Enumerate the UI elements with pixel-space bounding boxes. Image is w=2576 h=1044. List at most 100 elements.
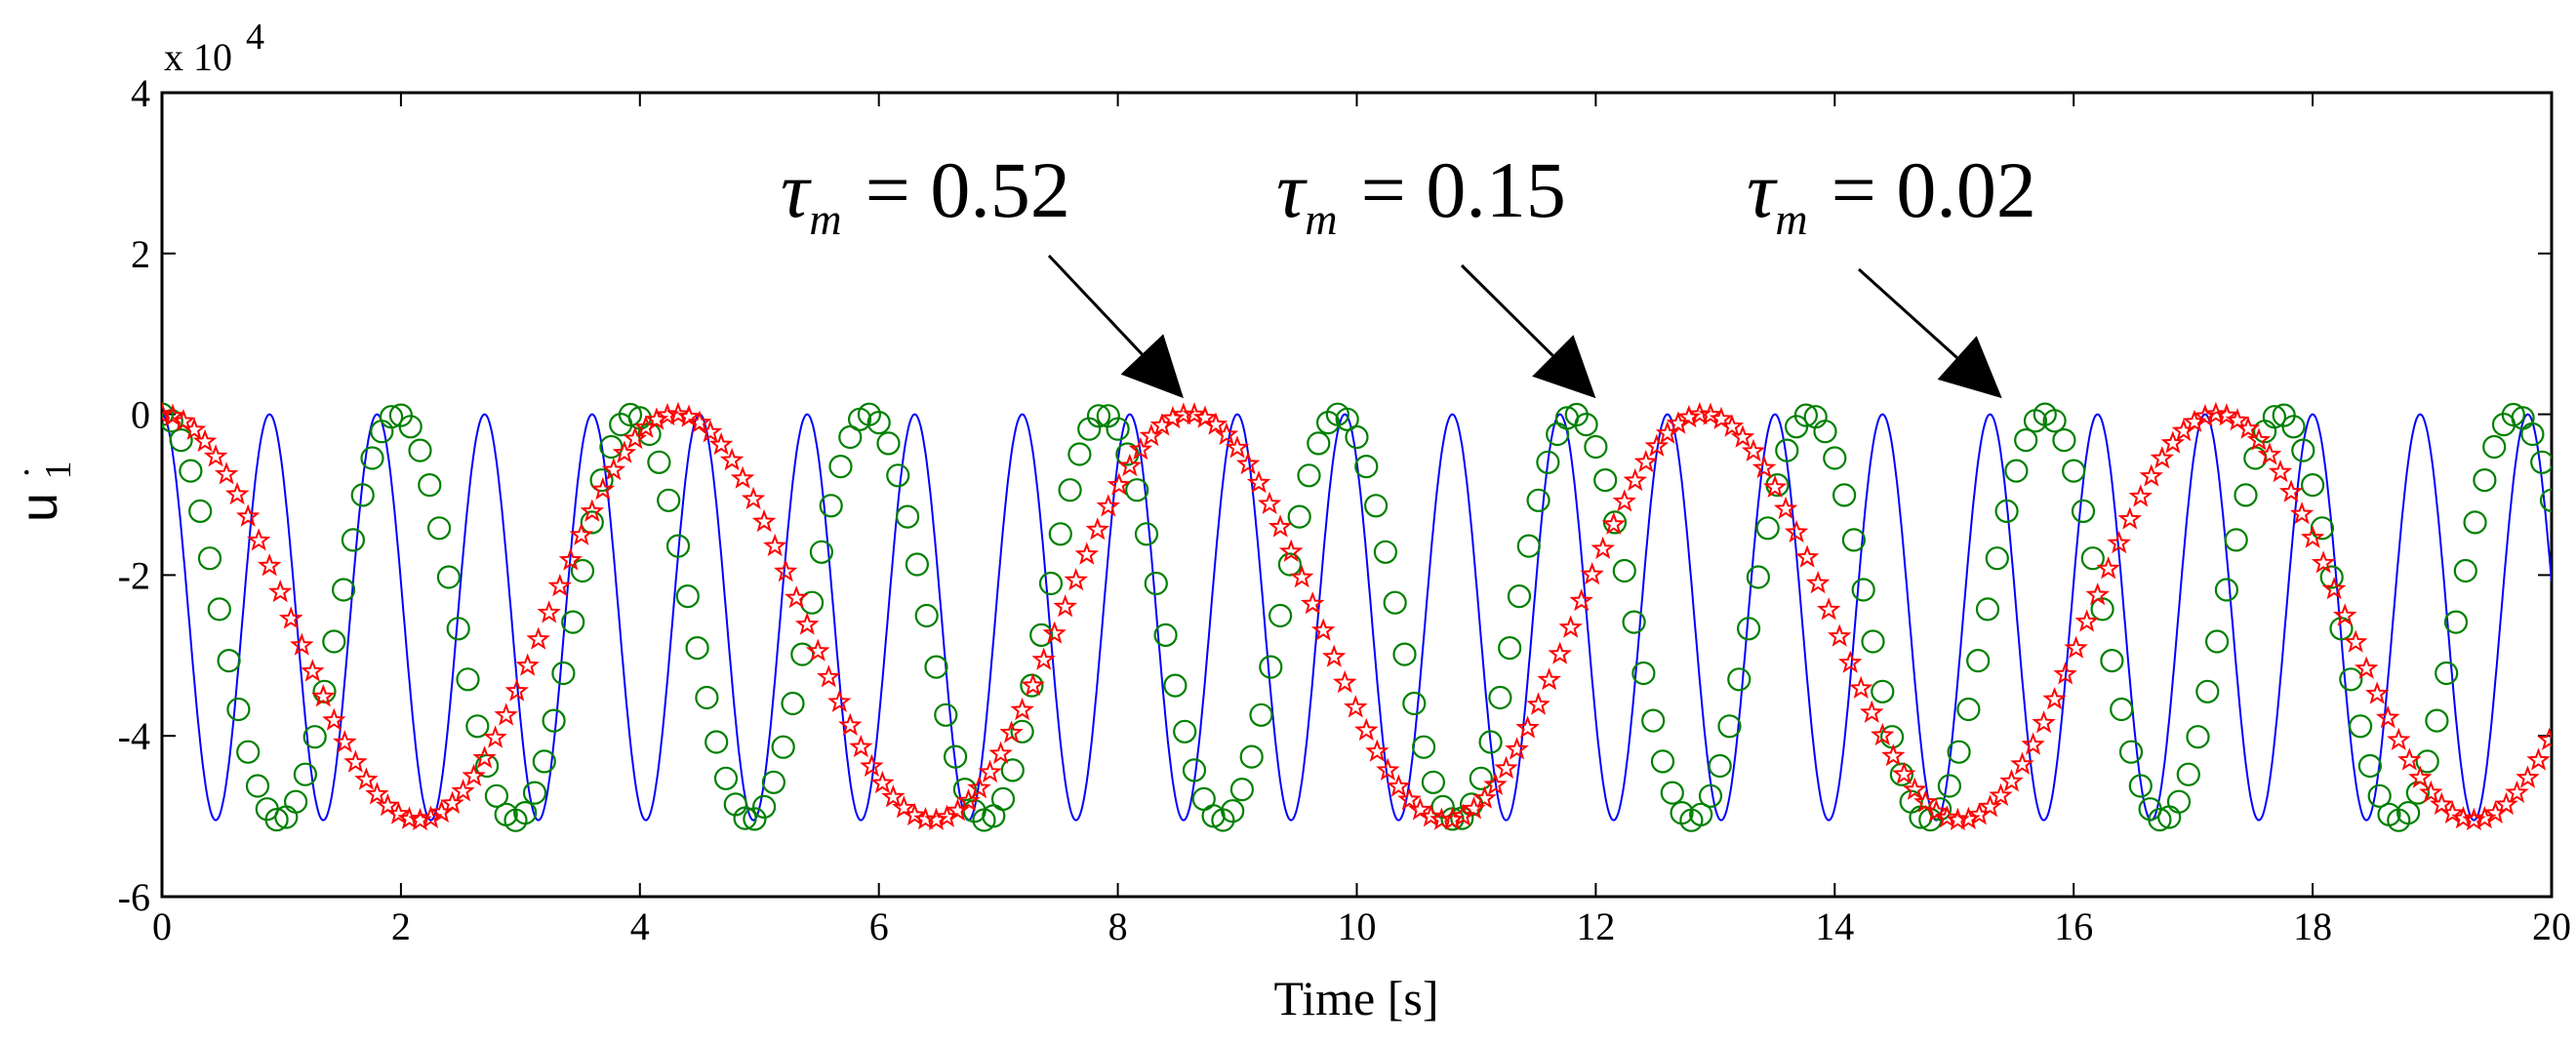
circle-point	[484, 783, 508, 808]
annotation-arrow-shaft	[1460, 263, 1554, 357]
star-point	[1773, 496, 1798, 520]
star-point	[1698, 402, 1723, 425]
circle-point	[2301, 473, 2325, 498]
star-point	[1827, 623, 1852, 647]
circle-point	[2291, 438, 2315, 462]
star-point	[301, 659, 325, 682]
star-point	[988, 741, 1013, 765]
star-point	[2160, 430, 2186, 454]
circle-point	[1373, 540, 1398, 564]
star-point	[1085, 517, 1110, 541]
series-layer	[162, 401, 2552, 832]
circle-point	[1020, 673, 1044, 698]
circle-point	[1746, 565, 1771, 589]
star-point	[1289, 565, 1314, 588]
y-tick-label: 4	[131, 71, 150, 115]
star-point	[730, 465, 755, 489]
circle-point	[1249, 703, 1273, 727]
circle-point	[1086, 404, 1111, 428]
circle-point	[1736, 617, 1761, 641]
star-point	[1751, 455, 1777, 479]
circle-point	[1221, 799, 1245, 823]
star-point	[601, 457, 626, 481]
x-tick-label: 14	[1815, 904, 1854, 948]
circle-point	[1937, 774, 1962, 798]
star-point	[526, 626, 550, 650]
star-point	[537, 600, 561, 623]
circle-point	[1755, 516, 1780, 541]
star-point	[1676, 404, 1702, 428]
x-tick-label: 10	[1338, 904, 1377, 948]
star-point	[881, 784, 906, 808]
circle-point	[809, 540, 834, 564]
star-point	[290, 632, 314, 656]
annotation-arrow-head	[1120, 334, 1184, 399]
circle-point	[1048, 522, 1072, 546]
circle-point	[2100, 648, 2124, 673]
star-point	[1064, 568, 1089, 591]
star-point	[2343, 629, 2368, 653]
circle-point	[2463, 510, 2487, 535]
circle-point	[1421, 770, 1446, 794]
star-point	[2117, 506, 2143, 530]
star-point	[386, 801, 411, 824]
circle-point	[2319, 565, 2344, 589]
circle-point	[2014, 428, 2038, 453]
circle-point	[1947, 740, 1971, 764]
star-point	[2387, 727, 2411, 751]
star-point	[2408, 765, 2433, 788]
y-tick-label: 0	[131, 393, 150, 437]
star-point	[483, 725, 507, 748]
circle-point	[1134, 522, 1159, 546]
x-tick-label: 8	[1108, 904, 1128, 948]
star-point	[817, 664, 841, 688]
circle-point	[418, 473, 442, 498]
y-axis-title-main: u	[10, 493, 68, 522]
circle-point	[580, 510, 604, 535]
star-point	[2526, 747, 2551, 771]
circle-point	[207, 597, 231, 622]
star-point	[805, 638, 830, 662]
circle-point	[2310, 516, 2334, 541]
star-point	[224, 481, 250, 505]
star-point	[1408, 797, 1432, 821]
circle-point	[2453, 558, 2477, 583]
circle-point	[1335, 407, 1359, 431]
star-point	[849, 734, 873, 758]
circle-point	[341, 528, 365, 552]
star-point	[214, 462, 239, 485]
x-tick-label: 6	[869, 904, 889, 948]
circle-point	[350, 483, 375, 507]
circle-point	[2520, 422, 2545, 447]
star-point	[1021, 672, 1045, 697]
circle-point	[1994, 499, 2019, 524]
star-point	[472, 745, 497, 769]
star-point	[1946, 807, 1970, 831]
circle-point	[924, 655, 948, 679]
star-point	[1644, 433, 1670, 457]
circle-point	[2405, 781, 2430, 805]
star-point	[2300, 525, 2325, 548]
circle-point	[838, 424, 863, 450]
circle-point	[1383, 590, 1407, 615]
star-point	[162, 401, 175, 425]
star-point	[1031, 647, 1056, 670]
star-point	[2462, 807, 2486, 831]
star-point	[838, 712, 863, 737]
star-point	[1837, 650, 1863, 673]
circle-point	[284, 789, 308, 814]
circle-point	[217, 648, 241, 673]
star-point	[2289, 502, 2314, 525]
circle-point	[1889, 762, 1914, 786]
x-tick-label: 4	[630, 904, 650, 948]
circle-point	[1268, 603, 1293, 628]
star-point	[311, 684, 336, 707]
circle-point	[2443, 610, 2469, 634]
star-point	[1623, 467, 1648, 492]
circle-point	[1182, 758, 1207, 783]
star-point	[1558, 615, 1583, 638]
circle-point	[1229, 777, 1255, 802]
circle-point	[302, 725, 327, 749]
star-point	[2451, 806, 2475, 829]
